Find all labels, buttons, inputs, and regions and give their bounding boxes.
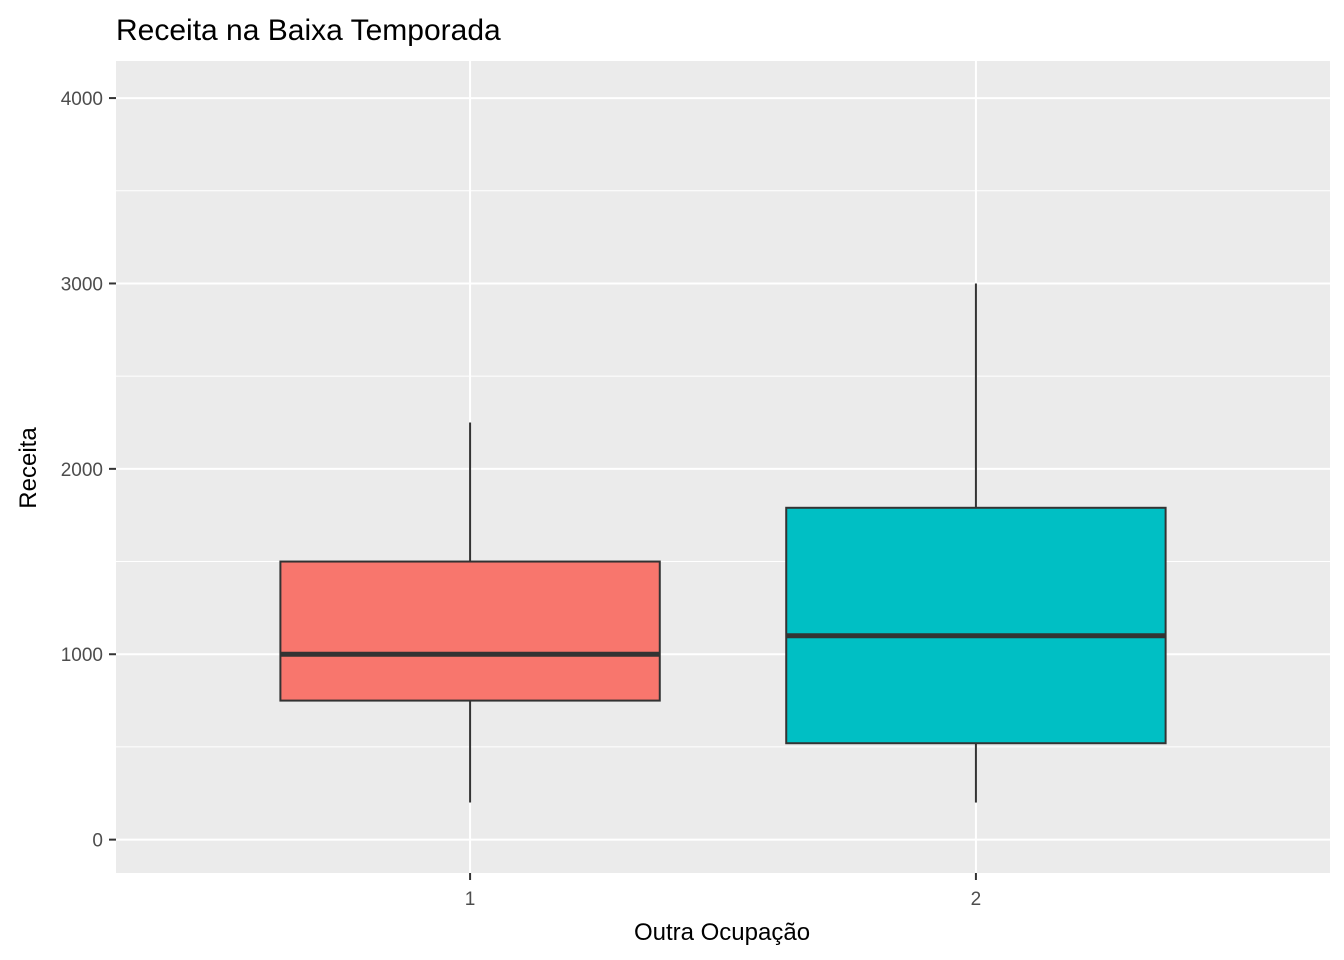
y-tick-label: 3000 <box>61 274 103 295</box>
x-tick-label: 2 <box>971 889 982 910</box>
box-1 <box>279 560 661 702</box>
y-tick-label: 2000 <box>61 460 103 481</box>
y-tick-label: 1000 <box>61 645 103 666</box>
axes: 0 1000 2000 3000 4000 1 2 <box>61 89 981 910</box>
x-tick-label: 1 <box>465 889 476 910</box>
y-axis-title: Receita <box>15 427 42 509</box>
box-2 <box>785 506 1167 745</box>
box-marks <box>279 283 1167 803</box>
y-tick-label: 4000 <box>61 89 103 110</box>
chart-title: Receita na Baixa Temporada <box>116 14 501 47</box>
plot-panel <box>116 61 1330 873</box>
y-tick-label: 0 <box>92 831 103 852</box>
x-axis-title: Outra Ocupação <box>634 919 810 946</box>
